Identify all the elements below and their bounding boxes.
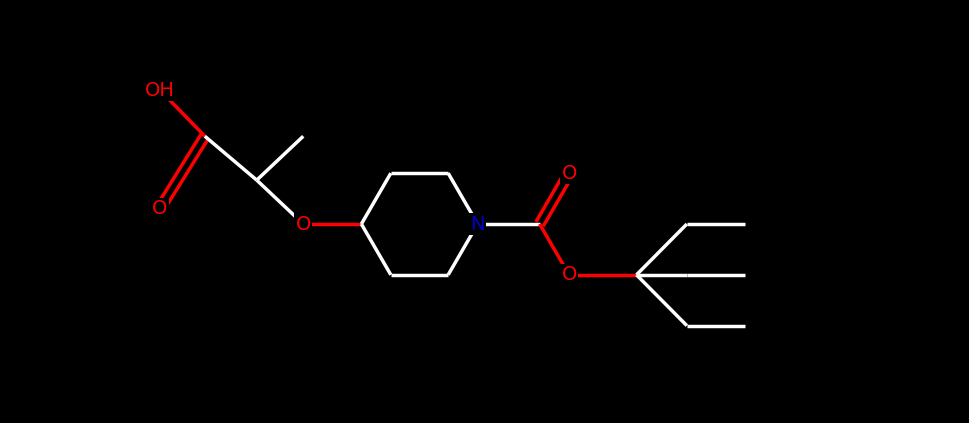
Text: O: O [152,199,168,218]
Text: N: N [470,214,484,233]
Text: O: O [296,214,311,233]
Text: O: O [561,265,577,284]
Text: O: O [561,164,577,183]
Text: OH: OH [145,80,174,99]
